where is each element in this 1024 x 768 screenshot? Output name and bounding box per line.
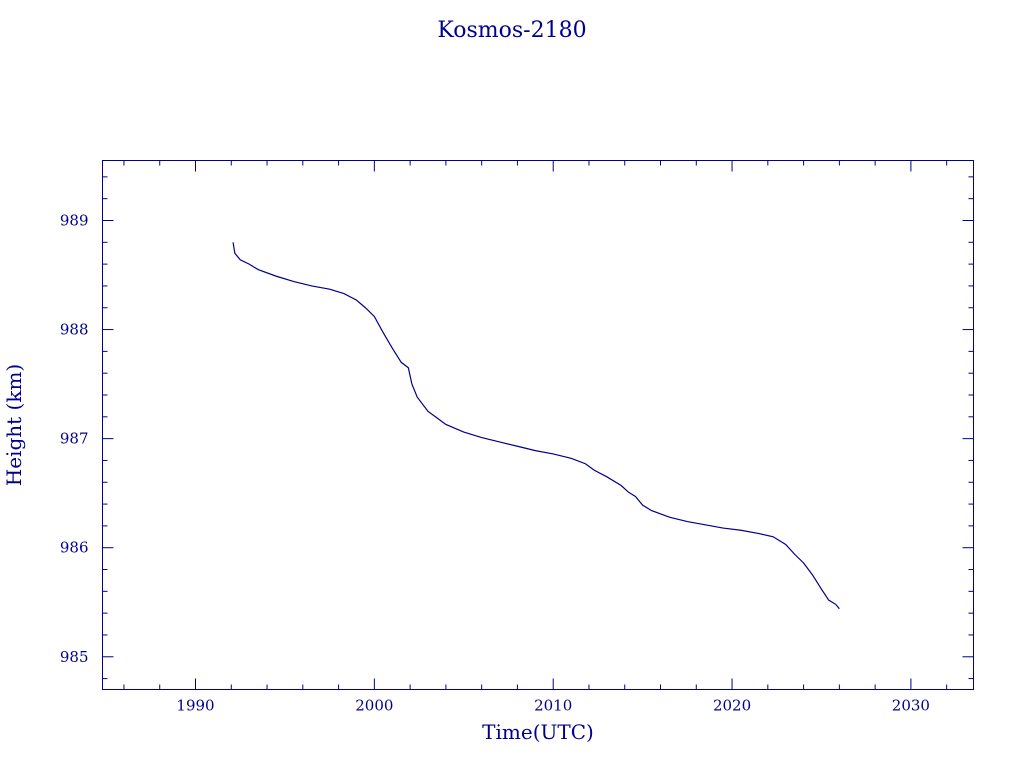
x-tick-label: 2000 — [355, 697, 393, 715]
plot-frame — [102, 160, 974, 690]
tick-labels: 1990 2000 2010 2020 2030 985 986 987 988 989 — [60, 211, 930, 714]
y-tick-label: 985 — [60, 648, 89, 666]
y-tick-label: 988 — [60, 321, 89, 339]
y-tick-label: 986 — [60, 539, 89, 557]
y-tick-label: 987 — [60, 430, 89, 448]
y-tick-label: 989 — [60, 211, 89, 229]
chart-title: Kosmos-2180 — [437, 18, 586, 43]
y-axis-label: Height (km) — [2, 364, 26, 486]
axis-ticks — [102, 160, 974, 690]
x-axis-label: Time(UTC) — [482, 720, 594, 744]
x-tick-label: 2030 — [892, 697, 930, 715]
x-tick-label: 2020 — [713, 697, 751, 715]
series-line — [232, 242, 840, 610]
x-tick-label: 1990 — [176, 697, 214, 715]
x-tick-label: 2010 — [534, 697, 572, 715]
